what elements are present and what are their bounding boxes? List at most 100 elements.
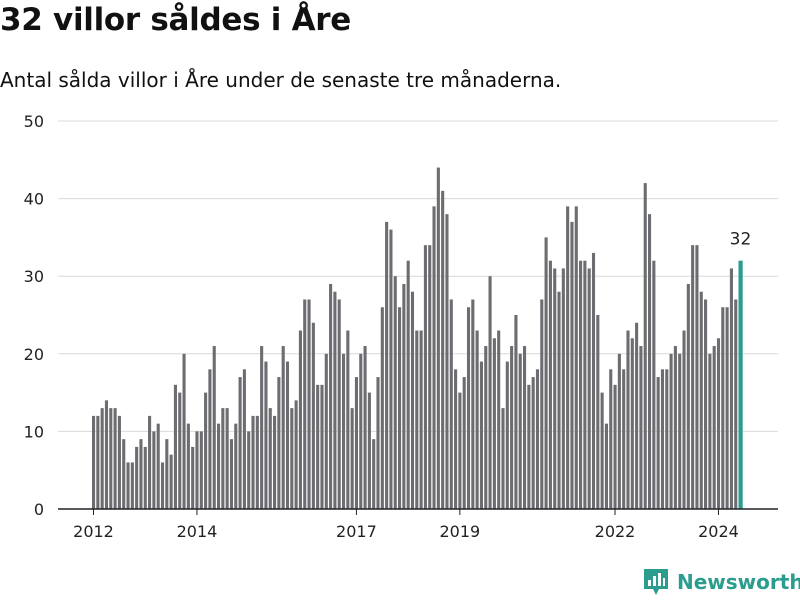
bar (712, 346, 716, 509)
bar (660, 369, 665, 509)
bar (350, 408, 354, 509)
bar (285, 361, 290, 509)
bar (234, 423, 238, 509)
bar (734, 299, 738, 509)
bar (255, 415, 259, 509)
bar (419, 330, 423, 509)
bar (665, 369, 669, 509)
bar (454, 369, 458, 509)
bar (316, 384, 320, 509)
bar (354, 377, 359, 509)
bar (544, 237, 548, 509)
bar (699, 291, 703, 509)
bar (669, 353, 673, 509)
bar (613, 384, 617, 509)
brand-name: Newsworthy (677, 570, 800, 594)
bar (566, 206, 570, 510)
bar (725, 307, 729, 509)
bar (122, 439, 126, 509)
bar (199, 431, 203, 509)
bar (505, 361, 509, 509)
bar (311, 322, 315, 509)
bar (143, 446, 147, 509)
bar (307, 299, 311, 509)
bar (471, 299, 475, 509)
bar (273, 415, 277, 509)
bar (587, 268, 591, 509)
bar (152, 431, 156, 509)
newsworthy-icon (644, 569, 668, 595)
bar (410, 291, 415, 509)
bar (135, 446, 139, 509)
x-tick-label: 2022 (595, 522, 636, 541)
bar (462, 377, 466, 509)
chart-subtitle: Antal sålda villor i Åre under de senast… (0, 68, 562, 92)
x-tick-label: 2017 (336, 522, 377, 541)
bar (626, 330, 630, 509)
bar (484, 346, 488, 509)
bar (333, 291, 337, 509)
bar (225, 408, 229, 509)
bar (557, 291, 561, 509)
bar (466, 307, 471, 509)
bar (656, 377, 660, 509)
bar (238, 377, 242, 509)
y-tick-label: 30 (24, 267, 44, 286)
bar (380, 307, 384, 509)
bar (398, 307, 402, 509)
y-tick-label: 10 (24, 422, 44, 441)
bar (277, 377, 281, 509)
bar (609, 369, 613, 509)
bar (204, 392, 208, 509)
bar (376, 377, 380, 509)
bar (216, 423, 221, 509)
bar (721, 307, 725, 509)
bar (208, 369, 212, 509)
bar (186, 423, 190, 509)
bar (109, 408, 113, 509)
bar (298, 330, 302, 509)
bar (574, 206, 578, 510)
bar (596, 315, 600, 509)
bar (704, 299, 708, 509)
y-tick-label: 50 (24, 112, 44, 131)
bar (432, 206, 436, 510)
bar (729, 268, 733, 509)
bar (570, 221, 574, 509)
bar (647, 214, 652, 509)
bar (652, 260, 656, 509)
bar (639, 346, 643, 509)
bar (497, 330, 501, 509)
y-tick-label: 40 (24, 190, 44, 209)
bar (346, 330, 350, 509)
bar (423, 245, 427, 509)
data-label-latest: 32 (730, 230, 752, 250)
bar (415, 330, 419, 509)
chart-title: 32 villor såldes i Åre (0, 2, 351, 38)
bar (294, 400, 298, 509)
bar (160, 462, 165, 509)
bar (561, 268, 565, 509)
bar (540, 299, 544, 509)
bar (320, 384, 324, 509)
bar (264, 361, 268, 509)
bar (148, 415, 152, 509)
bar (510, 346, 514, 509)
bar (716, 338, 721, 509)
bar (169, 454, 173, 509)
bar (393, 276, 397, 509)
bar (514, 315, 518, 509)
newsworthy-logo: Newsworthy (643, 568, 800, 596)
bar (260, 346, 264, 509)
bar (475, 330, 479, 509)
bar (242, 369, 246, 509)
bar (548, 260, 552, 509)
bar (708, 353, 712, 509)
bar (281, 346, 285, 509)
bar (182, 353, 186, 509)
bar (458, 392, 462, 509)
y-tick-label: 0 (34, 500, 44, 519)
bar (251, 415, 255, 509)
bar (622, 369, 626, 509)
y-tick-label: 20 (24, 345, 44, 364)
